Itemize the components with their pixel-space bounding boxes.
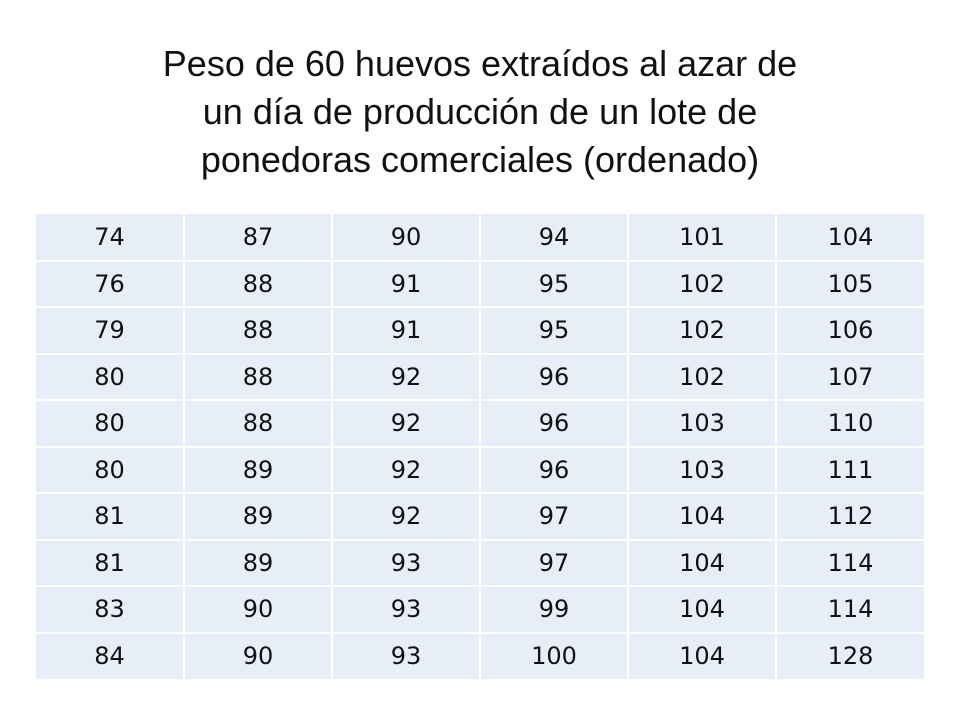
table-cell: 110: [776, 400, 924, 448]
table-cell: 87: [184, 214, 333, 262]
table-cell: 107: [776, 353, 924, 401]
slide-title: Peso de 60 huevos extraídos al azar de u…: [60, 40, 900, 184]
table-row: 84 90 93 100 104 128: [36, 632, 924, 679]
table-cell: 102: [628, 353, 777, 401]
title-line-1: Peso de 60 huevos extraídos al azar de: [162, 43, 798, 84]
table-cell: 95: [480, 260, 629, 308]
table-cell: 81: [36, 539, 185, 587]
title-line-3: ponedoras comerciales (ordenado): [200, 139, 760, 180]
table-cell: 93: [332, 586, 481, 634]
table-cell: 76: [36, 260, 185, 308]
table-row: 74 87 90 94 101 104: [36, 214, 924, 262]
table-row: 80 88 92 96 102 107: [36, 353, 924, 401]
table-cell: 80: [36, 400, 185, 448]
table-cell: 93: [332, 539, 481, 587]
table-cell: 79: [36, 307, 185, 355]
table-cell: 89: [184, 539, 333, 587]
table-cell: 103: [628, 446, 777, 494]
egg-weight-table: 74 87 90 94 101 104 76 88 91 95 102 105 79 88 91 95 102 1…: [36, 214, 924, 679]
table-cell: 92: [332, 353, 481, 401]
table-row: 80 88 92 96 103 110: [36, 400, 924, 448]
table-cell: 91: [332, 260, 481, 308]
table-cell: 99: [480, 586, 629, 634]
table-cell: 111: [776, 446, 924, 494]
table-cell: 90: [184, 586, 333, 634]
table-cell: 100: [480, 632, 629, 679]
table-cell: 104: [628, 539, 777, 587]
table-cell: 88: [184, 353, 333, 401]
table-cell: 90: [184, 632, 333, 679]
table-row: 79 88 91 95 102 106: [36, 307, 924, 355]
table-cell: 80: [36, 353, 185, 401]
table-cell: 96: [480, 400, 629, 448]
table-cell: 104: [628, 493, 777, 541]
table-cell: 89: [184, 493, 333, 541]
table-cell: 94: [480, 214, 629, 262]
table-row: 80 89 92 96 103 111: [36, 446, 924, 494]
table-cell: 95: [480, 307, 629, 355]
table-cell: 90: [332, 214, 481, 262]
table-cell: 102: [628, 307, 777, 355]
table-row: 76 88 91 95 102 105: [36, 260, 924, 308]
table-cell: 80: [36, 446, 185, 494]
table-cell: 91: [332, 307, 481, 355]
table-cell: 92: [332, 446, 481, 494]
table-cell: 128: [776, 632, 924, 679]
table-cell: 114: [776, 539, 924, 587]
table-cell: 102: [628, 260, 777, 308]
table-cell: 96: [480, 446, 629, 494]
table-cell: 84: [36, 632, 185, 679]
table-cell: 97: [480, 539, 629, 587]
table-cell: 103: [628, 400, 777, 448]
table-cell: 104: [628, 586, 777, 634]
title-line-2: un día de producción de un lote de: [202, 91, 758, 132]
table-row: 83 90 93 99 104 114: [36, 586, 924, 634]
table-cell: 83: [36, 586, 185, 634]
table-cell: 81: [36, 493, 185, 541]
table-cell: 104: [628, 632, 777, 679]
table-cell: 92: [332, 493, 481, 541]
table-cell: 101: [628, 214, 777, 262]
table-cell: 88: [184, 400, 333, 448]
table-cell: 88: [184, 260, 333, 308]
table-row: 81 89 93 97 104 114: [36, 539, 924, 587]
table-cell: 96: [480, 353, 629, 401]
table-cell: 92: [332, 400, 481, 448]
table-body: 74 87 90 94 101 104 76 88 91 95 102 105 79 88 91 95 102 1…: [36, 214, 924, 679]
table-cell: 105: [776, 260, 924, 308]
table-cell: 114: [776, 586, 924, 634]
table-cell: 74: [36, 214, 185, 262]
table-cell: 112: [776, 493, 924, 541]
table-cell: 97: [480, 493, 629, 541]
table-cell: 88: [184, 307, 333, 355]
table-row: 81 89 92 97 104 112: [36, 493, 924, 541]
table-cell: 89: [184, 446, 333, 494]
table-cell: 104: [776, 214, 924, 262]
table-cell: 93: [332, 632, 481, 679]
table-cell: 106: [776, 307, 924, 355]
